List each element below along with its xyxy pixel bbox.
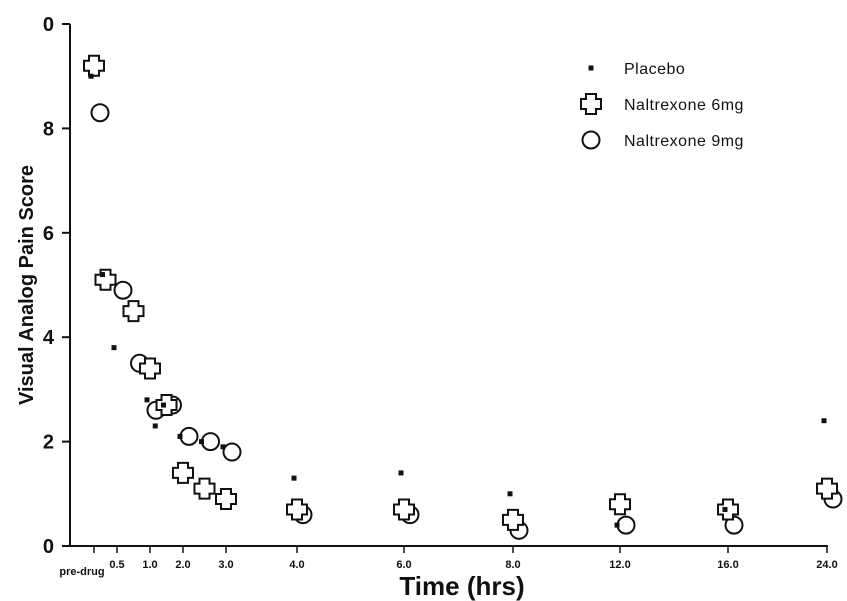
y-tick-label: 0 (43, 536, 54, 558)
x-axis-title: Time (hrs) (399, 571, 524, 601)
naltrexone-6mg-point (580, 93, 602, 115)
y-tick-label: 8 (43, 118, 54, 140)
naltrexone-6mg-point (393, 498, 415, 521)
placebo-point (199, 439, 204, 445)
naltrexone-6mg-point (139, 357, 161, 380)
naltrexone-6mg-point (215, 488, 237, 511)
naltrexone-6mg-point (609, 493, 631, 516)
legend-label: Placebo (624, 61, 685, 78)
x-tick-label: 6.0 (396, 559, 411, 571)
x-tick-label: 16.0 (717, 559, 738, 571)
placebo-point (398, 470, 404, 476)
axes (69, 24, 828, 547)
placebo-point (111, 345, 117, 351)
naltrexone-9mg-point (90, 103, 110, 123)
placebo-point (144, 397, 150, 403)
placebo-point (177, 433, 183, 439)
legend: Placebo Naltrexone 6mg Naltrexone 9mg (580, 61, 744, 150)
naltrexone-6mg-point (122, 300, 145, 323)
legend-label: Naltrexone 9mg (624, 133, 744, 150)
y-axis-title: Visual Analog Pain Score (16, 165, 38, 405)
naltrexone-6mg-point (193, 477, 216, 500)
naltrexone-9mg-point (113, 280, 133, 300)
y-tick-label: 6 (43, 223, 54, 245)
placebo-point (614, 522, 620, 528)
placebo-point (291, 475, 297, 481)
x-tick-label: 8.0 (505, 559, 520, 571)
naltrexone-6mg-point (83, 54, 105, 77)
y-tick-label: 4 (43, 327, 55, 349)
naltrexone-9mg-point (581, 130, 601, 150)
placebo-point (722, 506, 728, 512)
x-tick-label: 2.0 (175, 559, 190, 571)
y-ticks: 0 2 4 6 8 0 (43, 14, 70, 558)
y-tick-label: 2 (43, 432, 54, 454)
placebo-point (588, 65, 594, 71)
x-ticks: pre-drug 0.5 1.0 2.0 3.0 4.0 6.0 8.0 12.0 16.0 24.… (59, 546, 838, 578)
naltrexone-6mg-point (816, 477, 838, 500)
placebo-point (220, 444, 226, 450)
x-tick-label: 12.0 (609, 559, 630, 571)
naltrexone-9mg-point (201, 432, 220, 452)
naltrexone-6mg-point (502, 508, 524, 531)
placebo-point (507, 491, 513, 497)
naltrexone-6mg-point (155, 394, 178, 417)
naltrexone-9mg-point (222, 442, 242, 462)
x-tick-label: pre-drug (59, 566, 104, 578)
y-tick-label: 0 (43, 14, 54, 36)
x-tick-label: 1.0 (142, 559, 157, 571)
naltrexone-6mg-point (717, 498, 739, 521)
naltrexone-6mg-point (172, 461, 194, 484)
legend-label: Naltrexone 6mg (624, 97, 744, 114)
placebo-point (100, 272, 105, 278)
naltrexone-6mg-point (94, 268, 117, 291)
placebo-point (88, 73, 94, 79)
x-tick-label: 3.0 (218, 559, 233, 571)
naltrexone-9mg-point (179, 426, 199, 446)
placebo-point (152, 423, 158, 429)
naltrexone-9mg-point (616, 515, 636, 535)
data-marks (83, 54, 843, 540)
x-tick-label: 24.0 (816, 559, 837, 571)
placebo-point (821, 418, 827, 424)
naltrexone-6mg-point (286, 498, 308, 521)
placebo-point (161, 402, 166, 408)
x-tick-label: 0.5 (109, 559, 124, 571)
x-tick-label: 4.0 (289, 559, 304, 571)
